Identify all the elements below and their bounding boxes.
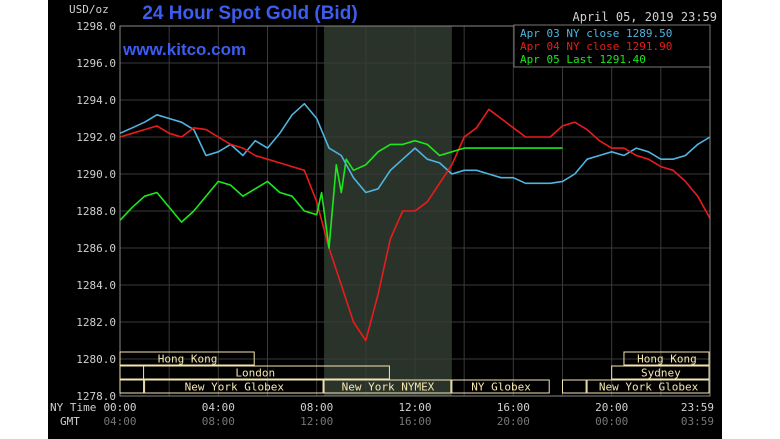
gold-chart: 1278.0 1280.0 1282.0 1284.0 1286.0 1288.0 1290… (48, 0, 722, 439)
plot-frame (119, 25, 711, 397)
market-label: London (235, 367, 275, 380)
chart-date: April 05, 2019 23:59 (573, 10, 718, 24)
market-bar (144, 379, 324, 394)
legend-entry-apr03: Apr 03 NY close 1289.50 (520, 27, 672, 40)
y-tick-label: 1294.0 (76, 94, 116, 107)
x-tick-ny: 12:00 (398, 401, 431, 414)
y-axis-unit: USD/oz (69, 3, 109, 16)
chart-title: 24 Hour Spot Gold (Bid) (142, 3, 357, 24)
market-label: New York Globex (185, 381, 285, 394)
x-tick-ny: 00:00 (103, 401, 136, 414)
y-tick-label: 1298.0 (76, 20, 116, 33)
series-lines (119, 102, 711, 342)
market-bar (119, 351, 255, 366)
x-tick-gmt: 04:00 (103, 415, 136, 428)
gmt-label: GMT (60, 415, 80, 428)
y-tick-label: 1282.0 (76, 316, 116, 329)
y-tick-label: 1290.0 (76, 168, 116, 181)
legend-entry-apr04: Apr 04 NY close 1291.90 (520, 40, 672, 53)
y-tick-label: 1278.0 (76, 390, 116, 403)
x-axis-ticks: 00:00 04:00 08:00 12:00 16:00 20:00 23:5904:00… (103, 401, 714, 428)
series-line-1 (119, 108, 711, 342)
market-bar (451, 379, 550, 394)
market-label: Hong Kong (158, 353, 218, 366)
market-bar (119, 379, 145, 394)
market-label: New York Globex (599, 381, 699, 394)
x-tick-gmt: 12:00 (300, 415, 333, 428)
x-tick-gmt: 00:00 (595, 415, 628, 428)
x-tick-gmt: 16:00 (398, 415, 431, 428)
legend: Apr 03 NY close 1289.50 Apr 04 NY close … (513, 24, 711, 68)
legend-box (513, 24, 711, 68)
x-tick-gmt: 20:00 (497, 415, 530, 428)
market-bar (623, 351, 710, 366)
y-tick-label: 1280.0 (76, 353, 116, 366)
y-tick-label: 1292.0 (76, 131, 116, 144)
x-tick-gmt: 03:59 (681, 415, 714, 428)
market-label: Sydney (641, 367, 681, 380)
market-bar (611, 365, 710, 380)
x-tick-ny: 04:00 (202, 401, 235, 414)
market-label: NY Globex (471, 381, 531, 394)
y-tick-label: 1288.0 (76, 205, 116, 218)
y-tick-label: 1286.0 (76, 242, 116, 255)
market-label: Hong Kong (637, 353, 697, 366)
market-label: New York NYMEX (342, 381, 435, 394)
market-bar (119, 365, 145, 380)
x-tick-ny: 16:00 (497, 401, 530, 414)
market-bar (323, 379, 452, 394)
market-bar (562, 379, 587, 394)
x-tick-ny: 20:00 (595, 401, 628, 414)
y-tick-label: 1296.0 (76, 57, 116, 70)
y-axis-ticks: 1278.0 1280.0 1282.0 1284.0 1286.0 1288.0 1290… (76, 20, 116, 403)
y-tick-label: 1284.0 (76, 279, 116, 292)
ny-time-label: NY Time (50, 401, 96, 414)
x-tick-ny: 08:00 (300, 401, 333, 414)
series-line-0 (119, 102, 711, 194)
x-tick-ny: 23:59 (681, 401, 714, 414)
market-bar (586, 379, 710, 394)
x-tick-gmt: 08:00 (202, 415, 235, 428)
series-line-2 (119, 139, 563, 249)
chart-canvas: 1278.0 1280.0 1282.0 1284.0 1286.0 1288.0 1290… (48, 0, 722, 439)
legend-entry-apr05: Apr 05 Last 1291.40 (520, 53, 646, 66)
watermark: www.kitco.com (122, 40, 246, 59)
